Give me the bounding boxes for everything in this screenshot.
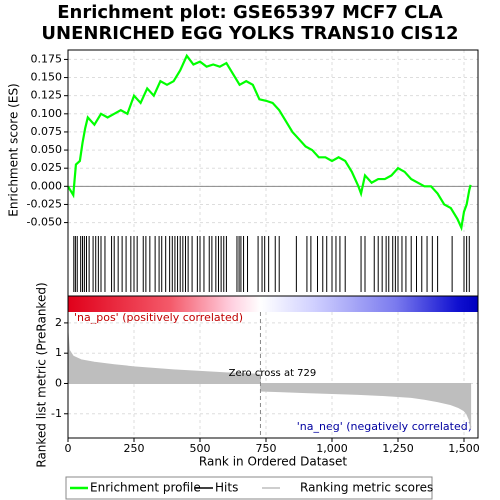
y-tick-label: 0.000 <box>31 179 63 192</box>
x-tick-label: 250 <box>124 442 145 455</box>
title-line-1: Enrichment plot: GSE65397 MCF7 CLA <box>57 2 443 23</box>
y-tick-label: 0 <box>55 376 62 389</box>
x-tick-label: 500 <box>190 442 211 455</box>
x-tick-label: 0 <box>65 442 72 455</box>
x-label: Rank in Ordered Dataset <box>199 455 347 469</box>
ranking-metric-area <box>67 331 472 429</box>
pos-label: 'na_pos' (positively correlated) <box>74 311 243 324</box>
y-tick-label: -1 <box>51 407 62 420</box>
y-tick-label: -0.050 <box>27 216 62 229</box>
es-ylabel: Enrichment score (ES) <box>7 83 21 216</box>
metric-frame <box>67 295 479 439</box>
legend-label: Ranking metric scores <box>300 481 433 495</box>
title-line-2: UNENRICHED EGG YOLKS TRANS10 CIS12 <box>41 23 458 44</box>
y-tick-label: 0.050 <box>31 143 63 156</box>
color-bar <box>68 296 478 312</box>
y-tick-label: 0.175 <box>31 52 63 65</box>
legend-label: Enrichment profile <box>90 481 201 495</box>
y-tick-label: 1 <box>55 346 62 359</box>
y-tick-label: 0.075 <box>31 125 63 138</box>
y-tick-label: 0.025 <box>31 161 63 174</box>
enrichment-profile <box>67 53 472 232</box>
y-tick-label: 0.100 <box>31 107 63 120</box>
legend-label: Hits <box>215 481 238 495</box>
y-tick-label: -0.025 <box>27 197 62 210</box>
x-tick-label: 1,500 <box>448 442 480 455</box>
y-tick-label: 2 <box>55 316 62 329</box>
x-tick-label: 1,000 <box>316 442 348 455</box>
legend-box <box>65 476 433 500</box>
x-tick-label: 1,250 <box>382 442 414 455</box>
neg-label: 'na_neg' (negatively correlated) <box>297 420 472 433</box>
metric-ylabel: Ranked list metric (PreRanked) <box>35 282 49 467</box>
zero-cross-label: Zero cross at 729 <box>229 368 317 379</box>
x-tick-label: 750 <box>256 442 277 455</box>
y-tick-label: 0.125 <box>31 89 63 102</box>
y-tick-label: 0.150 <box>31 71 63 84</box>
